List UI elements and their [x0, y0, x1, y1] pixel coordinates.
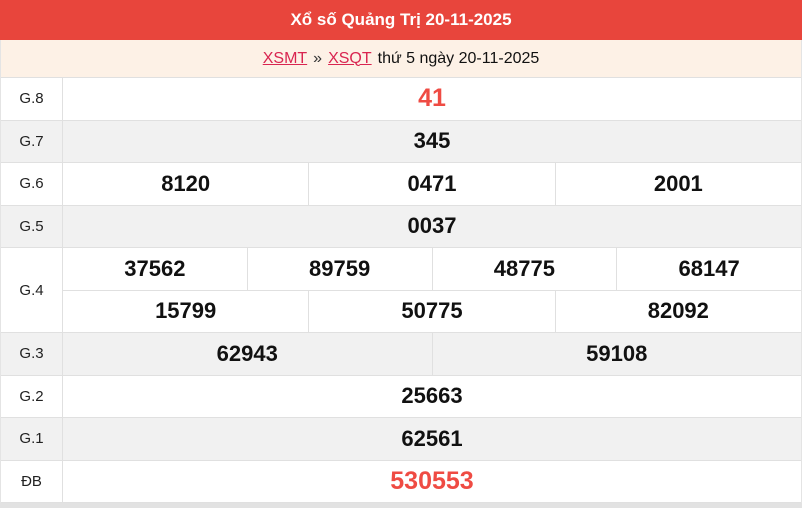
breadcrumb-date-text: thứ 5 ngày 20-11-2025 [377, 49, 540, 67]
prize-number: 50775 [308, 290, 554, 332]
prize-number: 82092 [554, 290, 801, 332]
prize-number: 89759 [246, 248, 432, 290]
results-table: G.8 41 G.7 345 G.6 8120 0471 2001 [1, 78, 801, 503]
prize-row-g8: G.8 41 [1, 78, 801, 121]
page-title: Xổ số Quảng Trị 20-11-2025 [290, 10, 512, 29]
prize-number: 41 [418, 84, 446, 113]
prize-number: 68147 [616, 248, 801, 290]
prize-row-g3: G.3 62943 59108 [1, 333, 801, 376]
prize-number: 48775 [431, 248, 617, 290]
prize-label: ĐB [1, 460, 63, 502]
prize-number: 345 [413, 128, 451, 154]
prize-label: G.6 [1, 163, 63, 205]
bottom-strip [0, 503, 802, 508]
prize-row-g2: G.2 25663 [1, 375, 801, 418]
breadcrumb-link-xsqt[interactable]: XSQT [328, 49, 372, 67]
prize-label: G.7 [1, 120, 63, 162]
prize-row-g5: G.5 0037 [1, 205, 801, 248]
prize-number: 2001 [554, 163, 801, 205]
prize-number: 25663 [401, 383, 463, 409]
prize-row-g7: G.7 345 [1, 120, 801, 163]
prize-row-g1: G.1 62561 [1, 418, 801, 461]
prize-row-db: ĐB 530553 [1, 460, 801, 503]
page-title-bar: Xổ số Quảng Trị 20-11-2025 [0, 0, 802, 40]
prize-number: 62561 [401, 425, 463, 451]
prize-label: G.4 [1, 248, 63, 332]
prize-label: G.3 [1, 333, 63, 375]
breadcrumb: XSMT » XSQT thứ 5 ngày 20-11-2025 [1, 40, 801, 78]
breadcrumb-separator: » [313, 49, 323, 67]
prize-label: G.1 [1, 418, 63, 460]
prize-number: 59108 [431, 333, 802, 375]
prize-number: 8120 [161, 170, 211, 196]
prize-number: 0471 [308, 163, 554, 205]
prize-label: G.8 [1, 78, 63, 120]
prize-row-g6: G.6 8120 0471 2001 [1, 163, 801, 206]
prize-number: 62943 [216, 340, 278, 366]
prize-number: 37562 [124, 255, 186, 281]
prize-number: 0037 [407, 213, 457, 239]
prize-label: G.5 [1, 205, 63, 247]
prize-number: 530553 [390, 466, 474, 495]
prize-row-g4: G.4 37562 89759 48775 68147 15799 50775 … [1, 248, 801, 333]
prize-label: G.2 [1, 375, 63, 417]
breadcrumb-link-xsmt[interactable]: XSMT [262, 49, 308, 67]
prize-number: 15799 [155, 298, 217, 324]
results-content: XSMT » XSQT thứ 5 ngày 20-11-2025 G.8 41… [0, 40, 802, 503]
